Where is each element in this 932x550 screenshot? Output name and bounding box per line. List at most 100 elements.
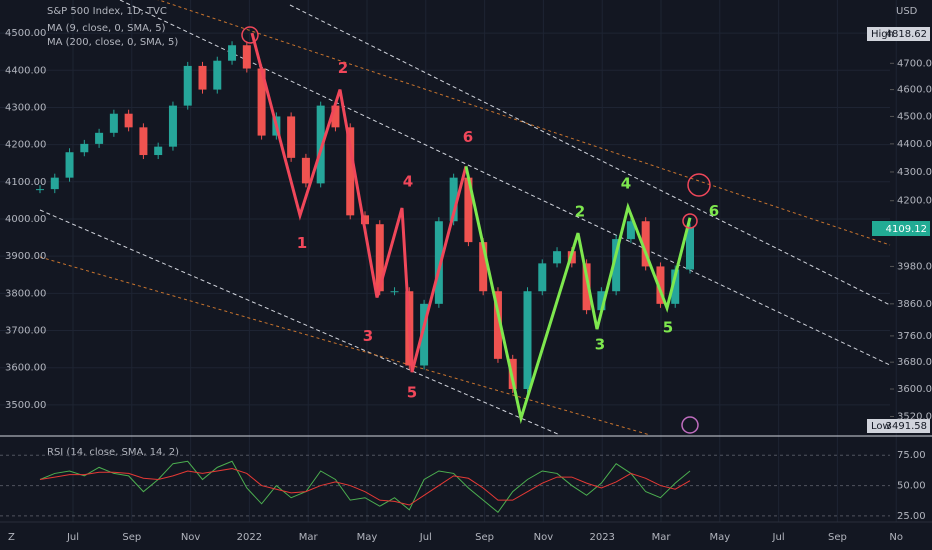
x-tick-label: Nov (181, 532, 201, 543)
candle (124, 113, 133, 128)
channel-line (39, 209, 561, 436)
x-tick-label: 2022 (237, 532, 262, 543)
candle (65, 152, 74, 178)
x-tick-label: Jul (419, 532, 432, 543)
candle (168, 105, 177, 147)
x-tick-label: Nov (534, 532, 554, 543)
candle (242, 45, 251, 69)
wave-line (464, 165, 692, 425)
x-tick-label: May (357, 532, 378, 543)
candle (493, 291, 502, 359)
candle (257, 68, 266, 136)
wave-label: 2 (338, 59, 348, 77)
high-box (867, 27, 930, 41)
grid (0, 0, 897, 522)
x-tick-label: May (709, 532, 730, 543)
candle (95, 132, 104, 144)
y2-tick-label: 3760.00 (897, 331, 932, 342)
y2-tick-label: 4600.00 (897, 85, 932, 96)
corner-icon[interactable]: Z (8, 532, 15, 543)
candle (36, 189, 44, 191)
y-tick-label: 4500.00 (5, 28, 46, 39)
wave-label: 5 (407, 384, 417, 402)
x-tick-label: Mar (652, 532, 672, 543)
channel-line (157, 0, 891, 246)
marker-circle (682, 213, 698, 229)
x-tick-label: Sep (122, 532, 141, 543)
low-label: Low (871, 421, 891, 432)
y2-tick-label: 3600.00 (897, 384, 932, 395)
candle (390, 291, 399, 293)
wave-label: 3 (363, 327, 373, 345)
candle (626, 221, 635, 240)
y-tick-label: 3800.00 (5, 288, 46, 299)
candle (154, 146, 163, 156)
wave-label: 5 (663, 318, 673, 336)
price-pane (36, 32, 694, 425)
y2-tick-label: 3980.00 (897, 261, 932, 272)
y2-tick-label: 3860.00 (897, 299, 932, 310)
candle (301, 157, 310, 184)
candle (612, 239, 621, 292)
candle (331, 105, 340, 128)
wave-label: 6 (463, 128, 473, 146)
candle (582, 263, 591, 311)
rsi-line (39, 468, 691, 506)
candle (449, 177, 458, 222)
candle (375, 224, 384, 292)
candle (553, 251, 562, 264)
rsi-tick-label: 50.00 (897, 481, 926, 492)
wave-label: 2 (575, 203, 585, 221)
alert-icon[interactable] (681, 416, 699, 434)
candle (361, 215, 369, 225)
wave-label: 6 (709, 202, 719, 220)
last-price-box (872, 221, 930, 236)
low-box (867, 419, 930, 433)
high-value: 4818.62 (886, 29, 927, 40)
low-value: 3491.58 (886, 421, 927, 432)
x-tick-label: Jul (772, 532, 785, 543)
y-tick-label: 3600.00 (5, 363, 46, 374)
wave-label: 1 (297, 234, 307, 252)
candle (198, 65, 207, 90)
rsi-tick-label: 75.00 (897, 450, 926, 461)
marker-circle (687, 173, 711, 197)
y-tick-label: 4000.00 (5, 214, 46, 225)
marker-circle (241, 26, 259, 44)
last-price: 4109.12 (886, 224, 927, 235)
candle (183, 65, 192, 106)
candle (434, 221, 443, 304)
currency: USD (896, 6, 918, 17)
y2-tick-label: 4200.00 (897, 196, 932, 207)
x-tick-label: Sep (475, 532, 494, 543)
candle (597, 291, 606, 311)
high-label: High (871, 29, 894, 40)
circles (241, 26, 711, 434)
candle (479, 242, 488, 292)
indicator-label: MA (200, close, 0, SMA, 5) (47, 37, 178, 48)
candle (686, 227, 694, 270)
wave-label: 4 (403, 173, 413, 191)
y2-tick-label: 4700.00 (897, 58, 932, 69)
candle (228, 45, 237, 61)
candle (213, 60, 222, 90)
x-tick-label: Jul (66, 532, 79, 543)
candle (671, 269, 680, 304)
candle (420, 303, 429, 366)
candle (50, 177, 59, 190)
candle (464, 177, 473, 243)
candle (80, 143, 89, 153)
y-tick-label: 3900.00 (5, 251, 46, 262)
candle (641, 221, 650, 267)
y-tick-label: 3500.00 (5, 400, 46, 411)
y2-tick-label: 4300.00 (897, 167, 932, 178)
candle (139, 127, 148, 156)
y2-tick-label: 4500.00 (897, 111, 932, 122)
candle (656, 266, 665, 304)
y-tick-label: 3700.00 (5, 326, 46, 337)
x-tick-label: No (889, 532, 903, 543)
y-tick-label: 4400.00 (5, 65, 46, 76)
wave-label: 3 (595, 336, 605, 354)
